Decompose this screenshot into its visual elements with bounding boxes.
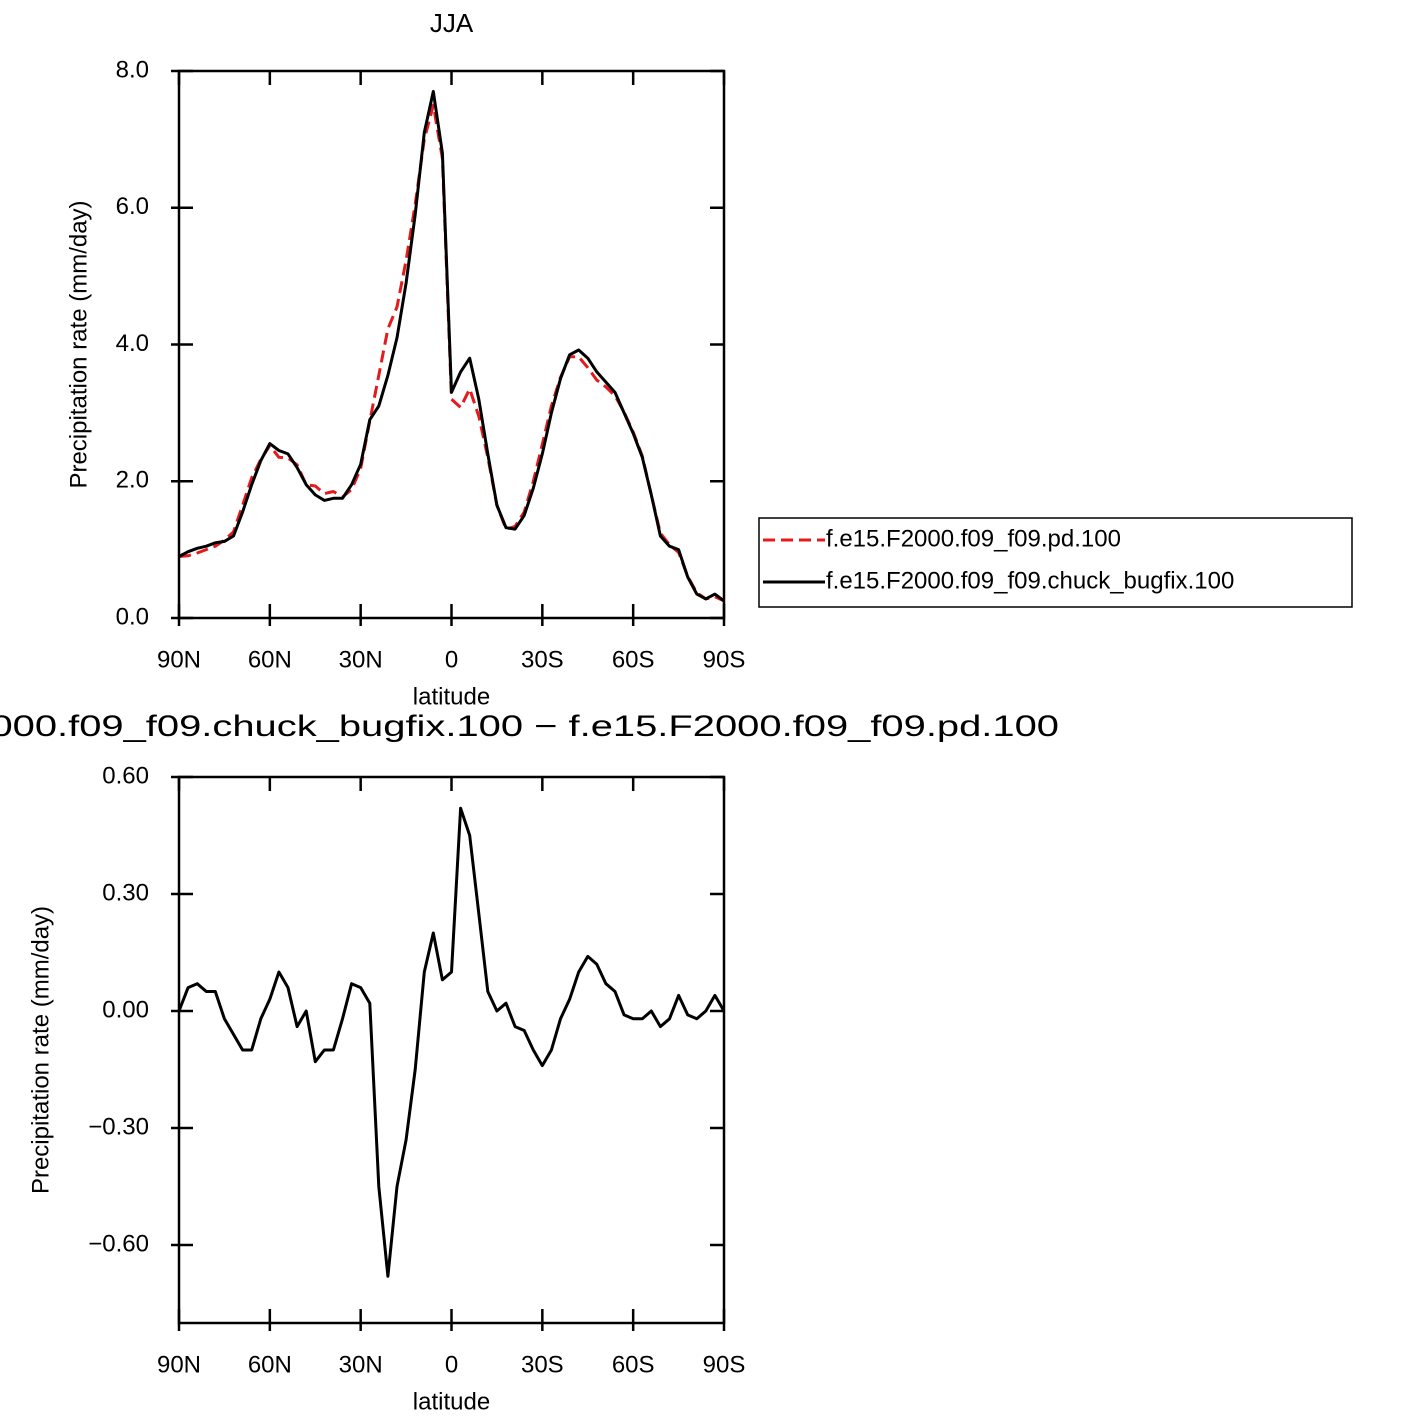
y-axis-label: Precipitation rate (mm/day)	[27, 906, 54, 1194]
y-tick-label: 0.00	[102, 996, 149, 1023]
y-tick-label: 6.0	[116, 193, 149, 220]
x-axis-label: latitude	[413, 1388, 490, 1415]
x-tick-label: 90S	[703, 646, 746, 673]
data-line	[178, 90, 725, 603]
x-tick-label: 30S	[521, 646, 564, 673]
y-tick-label: 4.0	[116, 330, 149, 357]
x-tick-label: 90N	[157, 1351, 201, 1378]
y-tick-label: 2.0	[116, 467, 149, 494]
plot-frame	[177, 69, 726, 620]
x-tick-label: 0	[445, 1351, 458, 1378]
x-tick-label: 30N	[339, 646, 383, 673]
y-tick-label: −0.30	[88, 1113, 149, 1140]
x-axis-label: latitude	[413, 683, 490, 710]
x-tick-label: 90N	[157, 646, 201, 673]
x-tick-label: 90S	[703, 1351, 746, 1378]
chart-title: f.e15.F2000.f09_f09.chuck_bugfix.100 − f…	[0, 710, 1059, 743]
y-tick-label: 8.0	[116, 56, 149, 83]
y-tick-label: 0.0	[116, 603, 149, 630]
x-tick-label: 30S	[521, 1351, 564, 1378]
x-tick-label: 60S	[612, 646, 655, 673]
y-axis-label: Precipitation rate (mm/day)	[65, 200, 92, 488]
x-tick-label: 60N	[248, 646, 292, 673]
y-tick-label: 0.60	[102, 762, 149, 789]
x-tick-label: 0	[445, 646, 458, 673]
plot-frame	[177, 775, 726, 1325]
x-tick-label: 30N	[339, 1351, 383, 1378]
y-tick-label: −0.60	[88, 1230, 149, 1257]
x-tick-label: 60N	[248, 1351, 292, 1378]
legend-label: f.e15.F2000.f09_f09.chuck_bugfix.100	[826, 567, 1234, 594]
chart-title: JJA	[430, 8, 474, 38]
y-tick-label: 0.30	[102, 879, 149, 906]
legend-label: f.e15.F2000.f09_f09.pd.100	[826, 525, 1121, 552]
data-line	[177, 806, 726, 1278]
legend-box	[758, 517, 1353, 608]
x-tick-label: 60S	[612, 1351, 655, 1378]
